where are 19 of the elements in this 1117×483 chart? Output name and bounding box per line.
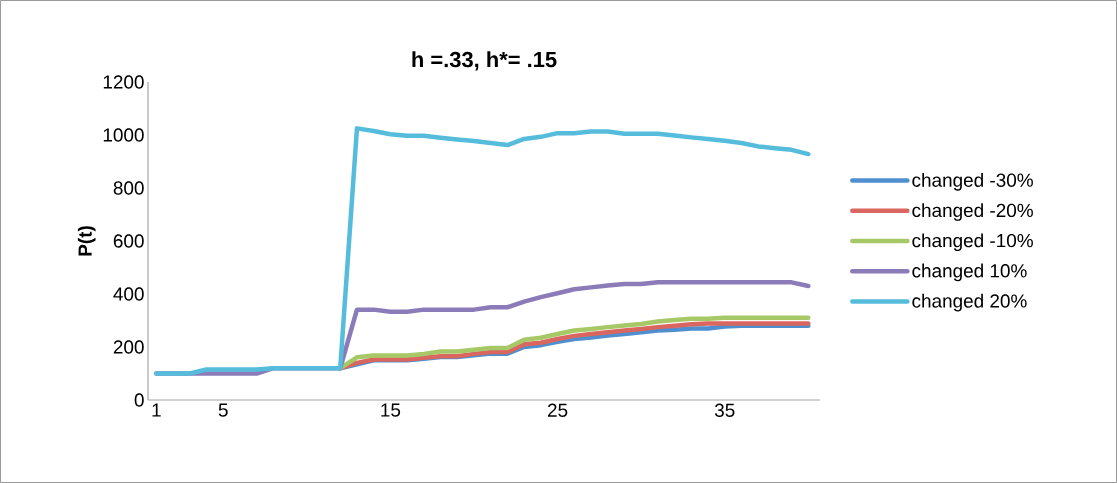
legend-label: changed 10%: [912, 263, 1027, 282]
legend-label: changed -30%: [912, 173, 1033, 191]
chart-title: h =.33, h*= .15: [412, 51, 557, 71]
y-tick-label: 800: [113, 181, 144, 195]
legend-label: changed 20%: [912, 293, 1027, 312]
legend-label: changed -10%: [912, 233, 1033, 252]
y-tick-label: 0: [134, 393, 144, 407]
x-tick-label: 15: [381, 403, 401, 417]
y-axis-title: P(t): [77, 226, 96, 256]
y-tick-label: 1200: [103, 75, 144, 89]
y-tick-label: 200: [113, 340, 144, 354]
legend-label: changed -20%: [912, 203, 1033, 221]
y-tick-label: 600: [113, 234, 144, 248]
x-tick-label: 35: [714, 403, 735, 417]
y-tick-label: 400: [113, 287, 144, 301]
x-tick-label: 5: [218, 403, 228, 417]
x-tick-label: 1: [152, 403, 161, 417]
x-tick-label: 25: [547, 403, 568, 417]
y-tick-label: 1000: [103, 128, 144, 142]
